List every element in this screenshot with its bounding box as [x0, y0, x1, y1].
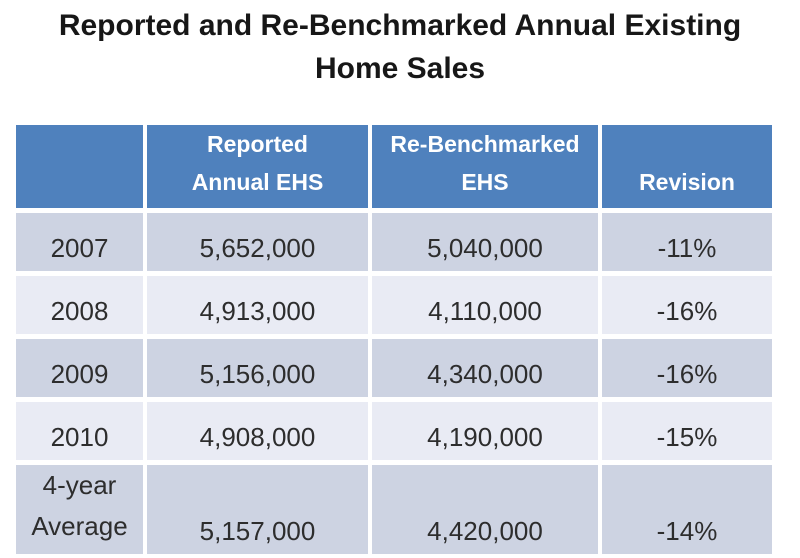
revision-value: -16% [602, 339, 772, 397]
year-cell: 2008 [16, 276, 143, 334]
year-cell: 2010 [16, 402, 143, 460]
column-header-reported-line2: Annual EHS [191, 169, 324, 195]
revision-value: -14% [602, 465, 772, 554]
column-header-reported-line1: Reported [207, 131, 308, 157]
reported-value: 4,913,000 [147, 276, 368, 334]
average-label-line1: 4-year [42, 470, 117, 500]
reported-value: 5,156,000 [147, 339, 368, 397]
reported-value: 5,652,000 [147, 213, 368, 271]
revision-value: -11% [602, 213, 772, 271]
column-header-rebenchmarked-line2: EHS [461, 169, 509, 195]
rebenchmarked-value: 4,340,000 [372, 339, 598, 397]
revision-value: -16% [602, 276, 772, 334]
reported-value: 4,908,000 [147, 402, 368, 460]
page-title-line2: Home Sales [314, 52, 486, 85]
page-title: Reported and Re-Benchmarked Annual Exist… [0, 4, 800, 90]
sales-table: Reported Annual EHS Re-Benchmarked EHS R… [12, 120, 776, 558]
rebenchmarked-value: 4,110,000 [372, 276, 598, 334]
rebenchmarked-value: 4,420,000 [372, 465, 598, 554]
table-row-2010: 2010 4,908,000 4,190,000 -15% [16, 402, 772, 460]
table-row-4-year-average: 4-year Average 5,157,000 4,420,000 -14% [16, 465, 772, 554]
page-title-line1: Reported and Re-Benchmarked Annual Exist… [58, 9, 742, 42]
column-header-rebenchmarked-line1: Re-Benchmarked [390, 131, 580, 157]
column-header-year [16, 125, 143, 208]
column-header-rebenchmarked: Re-Benchmarked EHS [372, 125, 598, 208]
year-cell: 2007 [16, 213, 143, 271]
year-cell: 2009 [16, 339, 143, 397]
column-header-revision: Revision [602, 125, 772, 208]
table-row-2009: 2009 5,156,000 4,340,000 -16% [16, 339, 772, 397]
reported-value: 5,157,000 [147, 465, 368, 554]
average-label-cell: 4-year Average [16, 465, 143, 554]
column-header-reported: Reported Annual EHS [147, 125, 368, 208]
table-row-2008: 2008 4,913,000 4,110,000 -16% [16, 276, 772, 334]
rebenchmarked-value: 4,190,000 [372, 402, 598, 460]
average-label-line2: Average [31, 511, 128, 541]
revision-value: -15% [602, 402, 772, 460]
header-row: Reported Annual EHS Re-Benchmarked EHS R… [16, 125, 772, 208]
rebenchmarked-value: 5,040,000 [372, 213, 598, 271]
table-row-2007: 2007 5,652,000 5,040,000 -11% [16, 213, 772, 271]
